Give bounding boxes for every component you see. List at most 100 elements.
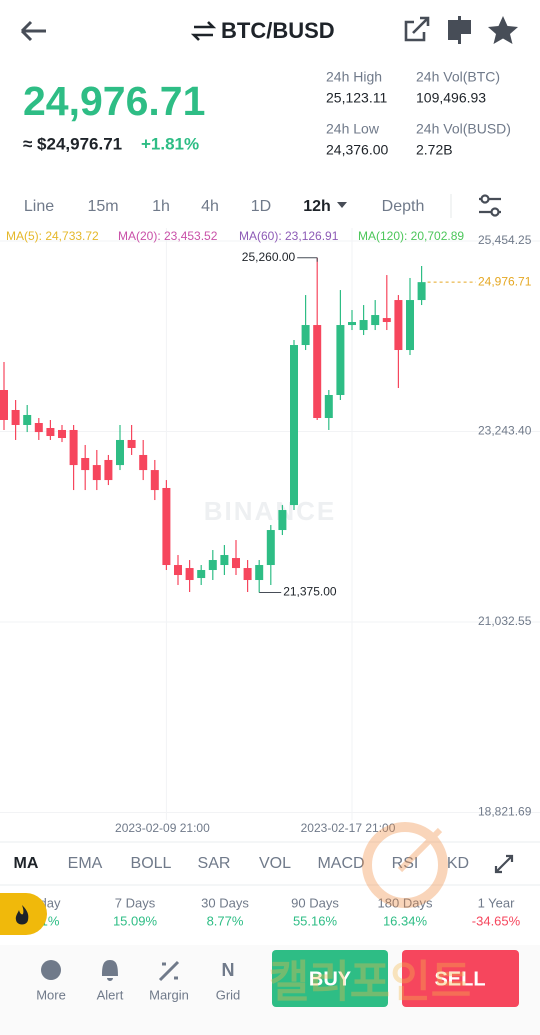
- interval-tab[interactable]: 1h: [152, 198, 170, 215]
- candle-body: [58, 429, 66, 439]
- action-label[interactable]: Alert: [97, 987, 124, 1002]
- period-change: 55.16%: [293, 913, 338, 928]
- candle-body: [92, 465, 101, 481]
- period-change: -34.65%: [472, 913, 521, 928]
- candle-body: [348, 322, 356, 326]
- action-label[interactable]: Grid: [216, 987, 241, 1002]
- grid-icon[interactable]: N: [222, 960, 235, 980]
- candle-body: [116, 439, 124, 466]
- interval-tabs: Line 15m 1h 4h 1D 12h Depth: [24, 198, 424, 215]
- flame-icon: [15, 905, 29, 925]
- compare-icon[interactable]: [448, 16, 471, 44]
- legend-entry: MA(5): 24,733.72: [6, 229, 99, 243]
- candle-body: [150, 470, 159, 491]
- indicator-tab[interactable]: MA: [14, 855, 39, 872]
- stat-label: 24h High: [326, 69, 382, 85]
- period-label: 1 Year: [478, 895, 516, 910]
- more-icon[interactable]: [41, 960, 61, 980]
- buy-button[interactable]: [272, 950, 388, 1007]
- y-tick-label: 21,032.55: [478, 614, 532, 628]
- candle-body: [359, 320, 368, 331]
- x-tick-label: 2023-02-09 21:00: [115, 821, 210, 835]
- candle-body: [208, 560, 217, 571]
- period-label: 180 Days: [378, 895, 433, 910]
- interval-tab[interactable]: 15m: [87, 198, 118, 215]
- candle-body: [266, 530, 275, 566]
- candle-body: [104, 459, 113, 481]
- candle-body: [139, 454, 148, 471]
- candle-body: [232, 558, 240, 569]
- stat-value: 109,496.93: [416, 90, 486, 106]
- candle-body: [255, 565, 264, 581]
- action-label[interactable]: More: [36, 987, 66, 1002]
- candle-body: [406, 300, 414, 351]
- action-label[interactable]: Margin: [149, 987, 189, 1002]
- indicator-tab[interactable]: RSI: [392, 855, 419, 872]
- indicator-tab[interactable]: EMA: [68, 855, 103, 872]
- interval-tab[interactable]: 4h: [201, 198, 219, 215]
- candle-body: [243, 568, 252, 581]
- alert-icon[interactable]: [102, 960, 118, 981]
- stat-value: 2.72B: [416, 142, 453, 158]
- candle-body: [278, 510, 287, 531]
- legend-entry: MA(60): 23,126.91: [239, 229, 339, 243]
- favorite-star[interactable]: [488, 16, 518, 44]
- candle-body: [162, 487, 171, 566]
- candle-body: [394, 300, 403, 351]
- dropdown-caret[interactable]: [337, 202, 347, 208]
- stat-label: 24h Low: [326, 121, 380, 137]
- period-label: 90 Days: [291, 895, 339, 910]
- candle-body: [382, 318, 391, 323]
- candle-body: [81, 457, 90, 471]
- y-tick-label: 23,243.40: [478, 424, 532, 438]
- pair-title: BTC/BUSD: [221, 18, 335, 43]
- candle-body: [11, 409, 20, 425]
- marker-label: 25,260.00: [242, 250, 296, 264]
- y-tick-label: 25,454.25: [478, 233, 532, 247]
- back-button[interactable]: [20, 20, 46, 42]
- indicator-tab[interactable]: SAR: [198, 855, 231, 872]
- sell-label[interactable]: SELL: [434, 968, 485, 990]
- interval-tab[interactable]: 12h: [303, 198, 331, 215]
- candle-body: [371, 315, 380, 326]
- indicator-tab[interactable]: BOLL: [131, 855, 172, 872]
- period-change: 15.09%: [113, 913, 158, 928]
- x-tick-label: 2023-02-17 21:00: [301, 821, 396, 835]
- expand-icon[interactable]: [494, 854, 514, 874]
- swap-icon[interactable]: [190, 21, 217, 41]
- indicator-tab[interactable]: KD: [447, 855, 469, 872]
- candle-body: [34, 423, 43, 433]
- candle-body: [220, 555, 229, 566]
- legend-entry: MA(20): 23,453.52: [118, 229, 218, 243]
- legend-entry: MA(120): 20,702.89: [358, 229, 464, 243]
- buy-label[interactable]: BUY: [309, 968, 352, 990]
- candle-body: [417, 282, 426, 301]
- candle-body: [324, 395, 333, 419]
- interval-tab[interactable]: 1D: [251, 198, 271, 215]
- interval-tab[interactable]: Depth: [382, 198, 425, 215]
- sell-button[interactable]: [402, 950, 519, 1007]
- indicator-tab[interactable]: MACD: [317, 855, 364, 872]
- candle-body: [313, 325, 322, 419]
- chart-watermark: BINANCE: [204, 496, 336, 526]
- indicator-tab[interactable]: VOL: [259, 855, 291, 872]
- settings-icon[interactable]: [479, 194, 501, 217]
- overlay-watermark: 캘리포인트: [269, 822, 471, 1007]
- candle-body: [174, 565, 182, 576]
- candle-body: [336, 325, 345, 396]
- last-price-label: 24,976.71: [478, 274, 532, 288]
- fiat-price: ≈ $24,976.71: [23, 134, 122, 153]
- interval-tab[interactable]: Line: [24, 198, 54, 215]
- last-price: 24,976.71: [23, 78, 205, 124]
- period-change: 16.34%: [383, 913, 428, 928]
- share-icon[interactable]: [404, 16, 430, 42]
- period-label: 30 Days: [201, 895, 249, 910]
- stat-label: 24h Vol(BUSD): [416, 121, 511, 137]
- y-tick-label: 18,821.69: [478, 805, 532, 819]
- indicator-tabs: MA EMA BOLL SAR VOL MACD RSI KD: [14, 855, 470, 872]
- candle-body: [46, 428, 55, 437]
- stat-value: 24,376.00: [326, 142, 388, 158]
- margin-icon[interactable]: [158, 960, 180, 982]
